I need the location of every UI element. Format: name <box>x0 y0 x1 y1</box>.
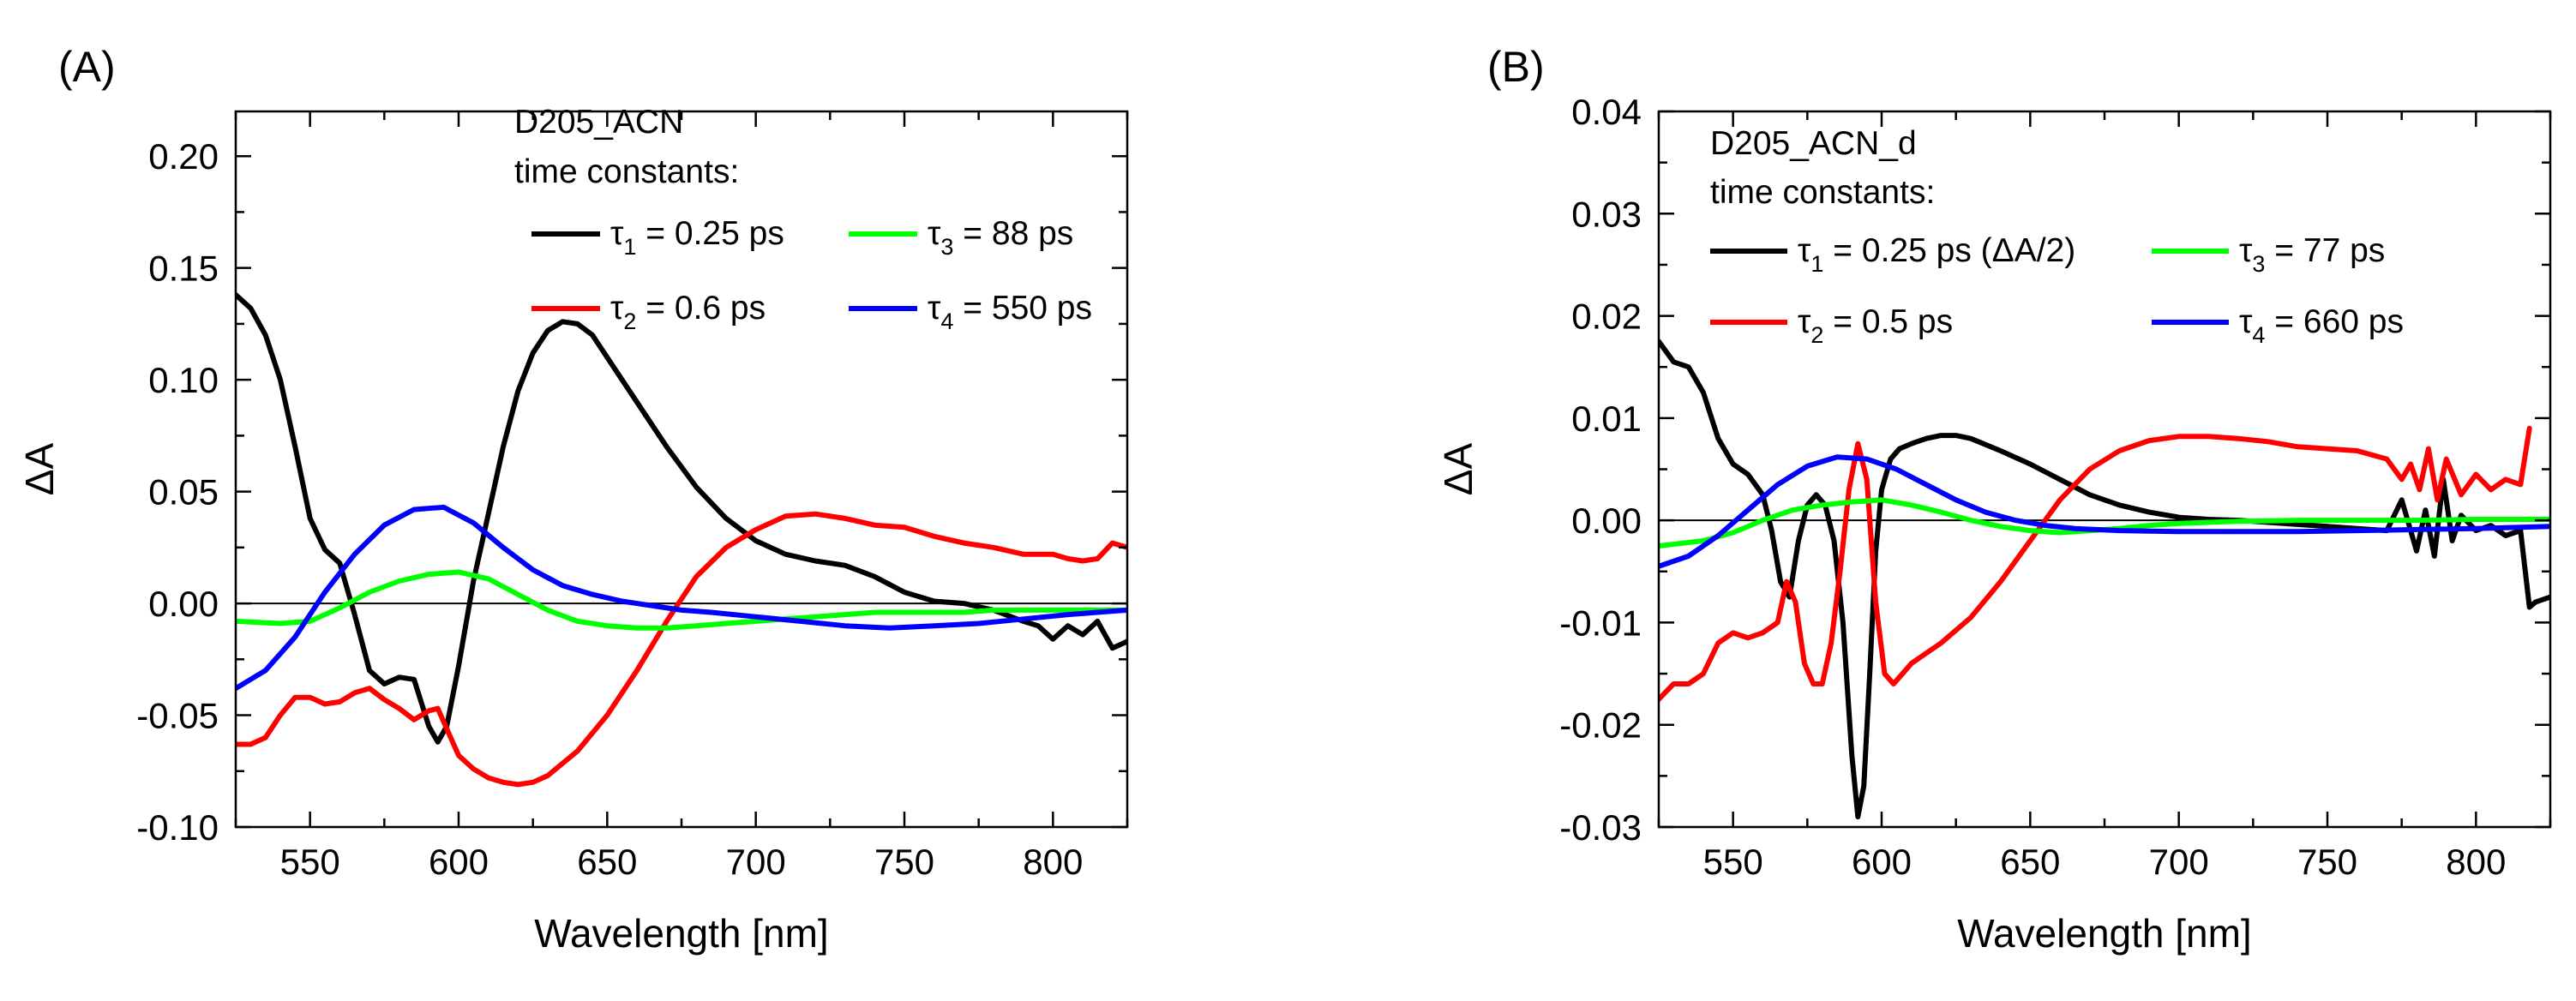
x-tick-label: 800 <box>1023 842 1083 882</box>
series-line-4 <box>236 504 1127 692</box>
series-group <box>1659 339 2550 820</box>
x-tick-label: 550 <box>280 842 340 882</box>
series-line-2 <box>236 511 1127 788</box>
y-tick-label: 0.05 <box>148 472 219 512</box>
panel-label: (A) <box>58 43 116 91</box>
series-line-3 <box>236 569 1127 631</box>
y-tick-label: -0.01 <box>1559 602 1642 643</box>
y-tick-label: 0.03 <box>1571 194 1642 234</box>
legend-entry: τ2 = 0.6 ps <box>610 290 766 334</box>
y-tick-label: -0.02 <box>1559 705 1642 746</box>
y-axis-title: ΔA <box>1436 442 1480 495</box>
x-tick-label: 750 <box>2297 842 2357 882</box>
x-tick-label: 600 <box>429 842 489 882</box>
chart-panel-a: (A) 550 600 650 700 750 800 -0.10 -0.05 0.00 0.05 0… <box>17 43 1129 956</box>
series-line-2 <box>1659 425 2532 702</box>
y-tick-label: 0.00 <box>1571 500 1642 541</box>
y-tick-label: 0.10 <box>148 360 219 400</box>
x-tick-label: 800 <box>2446 842 2506 882</box>
y-tick-label: 0.15 <box>148 249 219 289</box>
y-tick-label: -0.03 <box>1559 807 1642 848</box>
x-tick-label: 550 <box>1703 842 1763 882</box>
legend-subtitle: time constants: <box>514 153 739 190</box>
y-tick-label: 0.00 <box>148 584 219 624</box>
x-tick-label: 600 <box>1852 842 1912 882</box>
x-tick-label: 700 <box>2149 842 2209 882</box>
legend-title: D205_ACN_d <box>1710 125 1917 162</box>
panel-label: (B) <box>1487 43 1545 91</box>
legend-entry: τ3 = 77 ps <box>2239 232 2385 277</box>
y-tick-label: -0.05 <box>136 696 219 736</box>
y-tick-label: 0.20 <box>148 136 219 177</box>
legend-entry: τ3 = 88 ps <box>928 215 1073 260</box>
x-tick-label: 650 <box>577 842 637 882</box>
legend-entry: τ1 = 0.25 ps <box>610 215 784 260</box>
x-axis-title: Wavelength [nm] <box>534 911 828 956</box>
y-tick-label: -0.10 <box>136 807 219 848</box>
legend-entry: τ4 = 660 ps <box>2239 303 2404 348</box>
y-tick-label: 0.04 <box>1571 92 1642 132</box>
series-group <box>236 292 1127 788</box>
series-line-4 <box>1659 454 2550 569</box>
chart-panel-b: (B) 550 600 650 700 750 800 -0.03 -0.02 -0.01 0.00… <box>1436 43 2552 956</box>
y-tick-label: 0.02 <box>1571 297 1642 337</box>
legend-entry: τ4 = 550 ps <box>928 290 1092 334</box>
x-tick-label: 650 <box>2000 842 2060 882</box>
legend-subtitle: time constants: <box>1710 174 1935 211</box>
legend-entry: τ2 = 0.5 ps <box>1798 303 1953 348</box>
series-line-3 <box>1659 497 2550 548</box>
y-tick-label: 0.01 <box>1571 399 1642 439</box>
legend-title: D205_ACN <box>514 104 683 141</box>
x-axis-title: Wavelength [nm] <box>1957 911 2251 956</box>
legend-entry: τ1 = 0.25 ps (ΔA/2) <box>1798 232 2075 277</box>
y-axis-title: ΔA <box>17 442 62 495</box>
x-tick-label: 700 <box>726 842 786 882</box>
x-tick-label: 750 <box>874 842 934 882</box>
